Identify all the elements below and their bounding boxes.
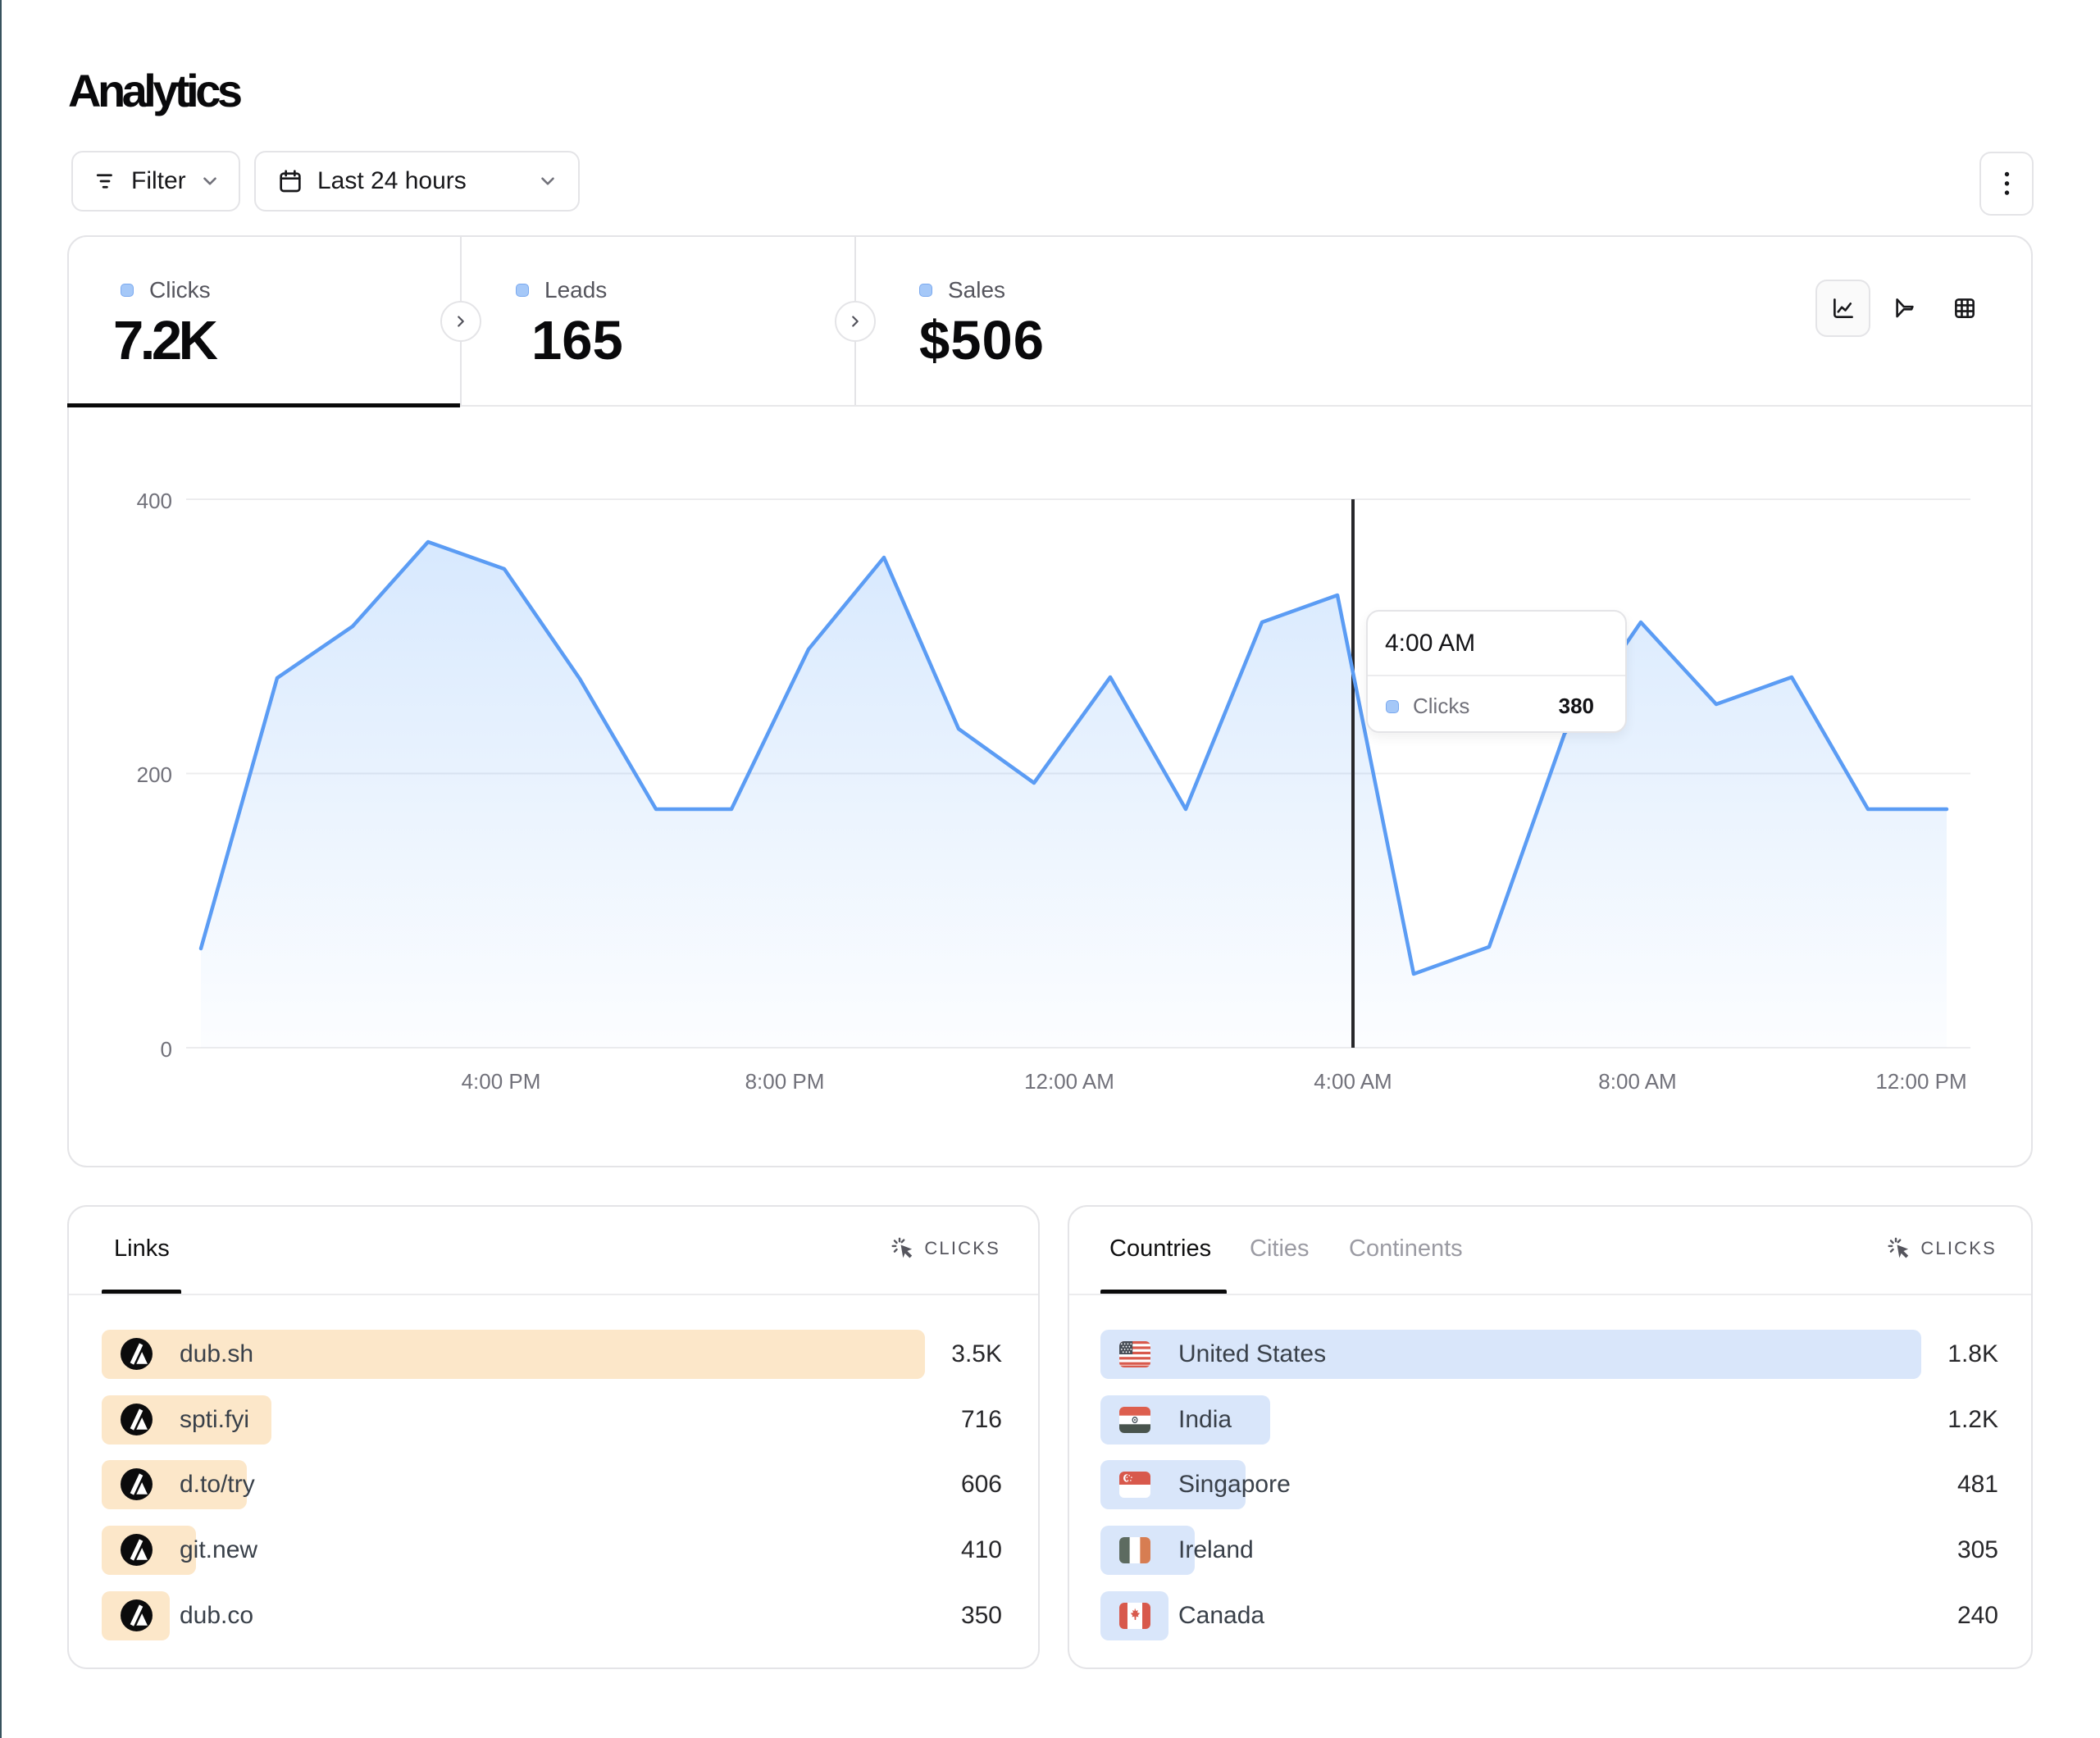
svg-text:4:00 AM: 4:00 AM [1314, 1069, 1392, 1094]
svg-text:8:00 PM: 8:00 PM [745, 1069, 825, 1094]
svg-text:0: 0 [161, 1037, 172, 1062]
svg-text:8:00 AM: 8:00 AM [1598, 1069, 1676, 1094]
svg-text:4:00 PM: 4:00 PM [462, 1069, 541, 1094]
svg-text:200: 200 [137, 762, 172, 787]
svg-text:400: 400 [137, 489, 172, 513]
svg-text:12:00 AM: 12:00 AM [1024, 1069, 1114, 1094]
svg-text:12:00 PM: 12:00 PM [1875, 1069, 1966, 1094]
